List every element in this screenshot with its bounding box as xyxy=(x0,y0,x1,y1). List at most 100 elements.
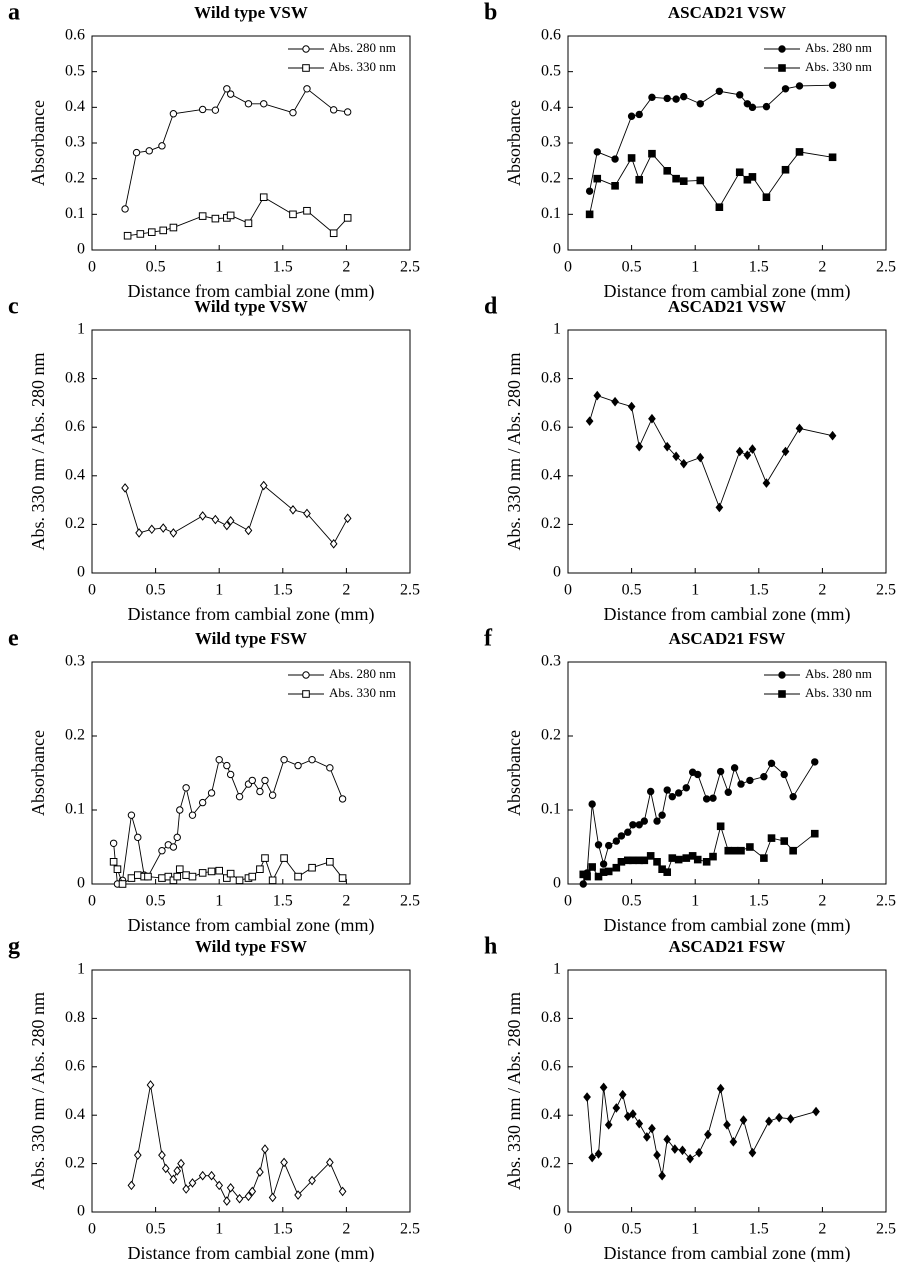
marker xyxy=(211,106,220,114)
marker xyxy=(648,149,656,158)
plot-frame xyxy=(91,329,411,574)
marker xyxy=(329,106,338,114)
marker xyxy=(329,539,338,549)
marker xyxy=(627,154,636,162)
y-tick-label: 0 xyxy=(553,875,561,892)
y-tick-label: 0.6 xyxy=(541,27,561,44)
panel-label: a xyxy=(8,0,20,26)
panel: g Wild type FSW Distance from cambial zone… xyxy=(8,934,420,1262)
y-tick-label: 0.8 xyxy=(65,369,85,386)
marker xyxy=(109,858,118,866)
marker xyxy=(136,230,145,238)
marker xyxy=(259,193,268,202)
x-tick-label: 1.5 xyxy=(273,582,293,599)
panel-label: g xyxy=(8,934,20,960)
marker xyxy=(259,480,268,491)
marker xyxy=(133,1150,142,1160)
x-tick-label: 1 xyxy=(215,893,223,910)
marker xyxy=(173,1166,182,1176)
panel-label: e xyxy=(8,626,19,652)
marker xyxy=(760,773,768,781)
y-tick-label: 0.2 xyxy=(541,727,561,744)
marker xyxy=(303,508,311,519)
marker xyxy=(223,85,231,93)
marker xyxy=(780,837,789,845)
marker xyxy=(261,854,269,862)
marker xyxy=(169,223,178,232)
y-tick-label: 0.2 xyxy=(65,515,85,532)
marker xyxy=(648,413,656,424)
marker xyxy=(672,451,680,462)
x-tick-label: 2.5 xyxy=(400,1221,420,1238)
chart-title: Wild type FSW xyxy=(195,937,307,956)
y-tick-label: 0.4 xyxy=(541,466,561,483)
plot-frame xyxy=(567,969,887,1213)
x-axis-label: Distance from cambial zone (mm) xyxy=(604,1243,851,1262)
marker xyxy=(326,858,334,866)
marker xyxy=(693,855,702,864)
y-tick-label: 0.4 xyxy=(541,98,561,115)
marker xyxy=(223,874,231,882)
legend-label: Abs. 280 nm xyxy=(329,40,396,55)
x-axis-label: Distance from cambial zone (mm) xyxy=(128,604,375,625)
marker xyxy=(646,787,655,796)
series-line xyxy=(113,758,344,885)
marker xyxy=(746,843,754,851)
marker xyxy=(280,854,288,862)
marker xyxy=(737,846,745,855)
y-tick-label: 0 xyxy=(553,241,561,258)
marker xyxy=(696,100,704,108)
marker xyxy=(579,880,587,888)
marker xyxy=(226,515,235,526)
marker xyxy=(158,142,166,150)
marker xyxy=(308,863,316,872)
marker xyxy=(244,100,253,108)
marker xyxy=(679,458,688,469)
chart-title: Wild type VSW xyxy=(194,297,308,316)
marker xyxy=(118,880,127,888)
marker xyxy=(182,871,190,879)
marker xyxy=(294,872,302,881)
marker xyxy=(748,1147,757,1158)
panel: e Wild type FSW Distance from cambial zone… xyxy=(8,626,420,937)
marker xyxy=(627,401,636,412)
x-axis-label: Distance from cambial zone (mm) xyxy=(128,281,375,302)
legend-label: Abs. 280 nm xyxy=(329,666,396,681)
marker xyxy=(658,1170,666,1181)
marker xyxy=(198,511,207,521)
x-tick-label: 1 xyxy=(691,1221,699,1238)
marker xyxy=(235,876,244,885)
marker xyxy=(289,210,297,219)
y-axis-label: Abs. 330 nm / Abs. 280 nm xyxy=(504,992,524,1190)
marker xyxy=(702,858,711,866)
y-axis-label: Abs. 330 nm / Abs. 280 nm xyxy=(28,992,48,1190)
plot-frame xyxy=(91,969,411,1213)
x-tick-label: 1.5 xyxy=(273,1221,293,1238)
marker xyxy=(635,110,643,119)
y-tick-label: 0.6 xyxy=(65,1057,85,1074)
marker xyxy=(222,520,231,531)
marker xyxy=(173,872,182,881)
marker xyxy=(811,758,819,766)
marker xyxy=(593,390,602,401)
x-tick-label: 2.5 xyxy=(400,582,420,599)
x-tick-label: 2.5 xyxy=(876,893,896,910)
marker xyxy=(132,148,141,157)
y-tick-label: 0.3 xyxy=(541,653,561,670)
y-tick-label: 0.5 xyxy=(541,62,561,79)
y-tick-label: 0.6 xyxy=(541,1057,561,1074)
marker xyxy=(294,1190,302,1200)
marker xyxy=(198,212,207,220)
panel-label: c xyxy=(8,294,19,320)
marker xyxy=(158,847,166,855)
marker xyxy=(169,1174,178,1185)
marker xyxy=(158,874,166,882)
marker xyxy=(123,231,132,240)
marker xyxy=(671,1144,679,1154)
panel-label: f xyxy=(484,626,493,652)
marker xyxy=(338,795,347,803)
marker xyxy=(617,858,626,866)
marker xyxy=(338,1186,347,1197)
marker xyxy=(729,1137,738,1147)
